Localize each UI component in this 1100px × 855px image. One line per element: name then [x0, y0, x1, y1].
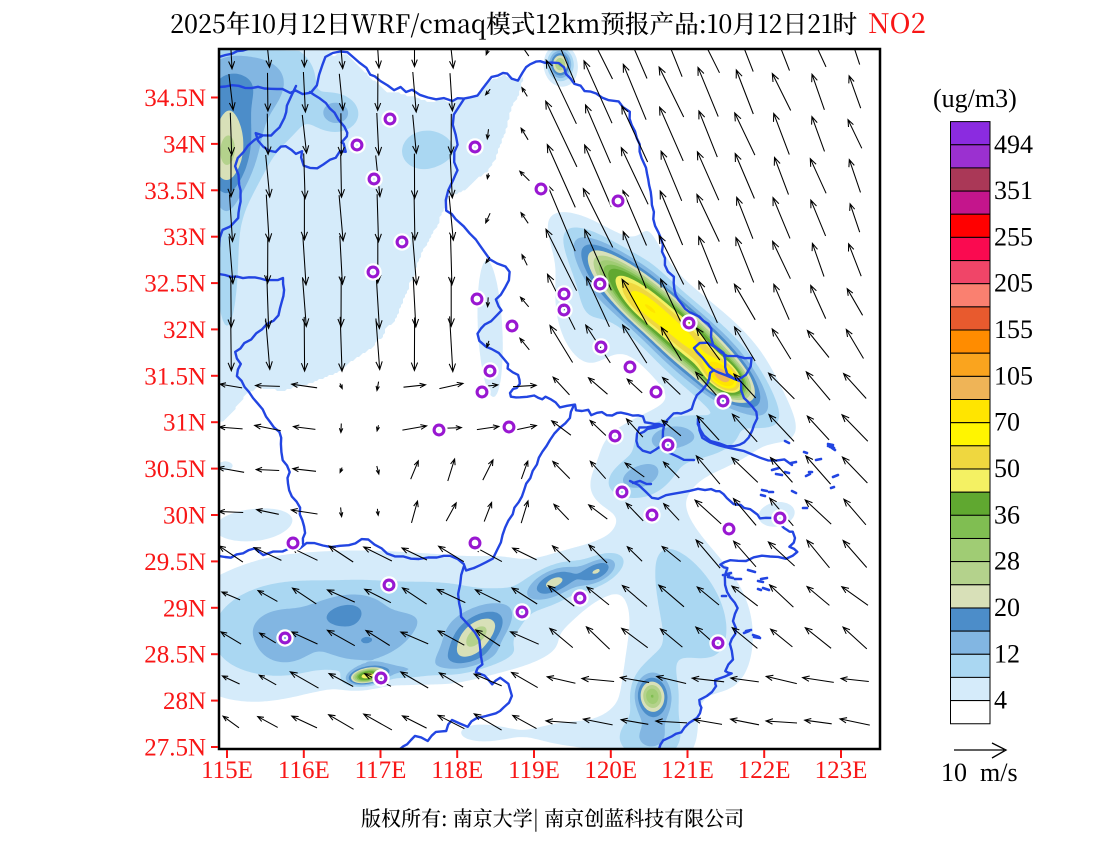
- svg-text:34N: 34N: [163, 131, 206, 158]
- svg-text:255: 255: [994, 222, 1033, 251]
- svg-text:30.5N: 30.5N: [144, 456, 206, 483]
- svg-text:70: 70: [994, 408, 1020, 437]
- svg-text:27.5N: 27.5N: [144, 735, 206, 762]
- svg-text:50: 50: [994, 454, 1020, 483]
- svg-text:31N: 31N: [163, 410, 206, 437]
- svg-text:105: 105: [994, 361, 1033, 390]
- svg-text:119E: 119E: [508, 757, 560, 784]
- svg-text:121E: 121E: [661, 757, 714, 784]
- svg-text:118E: 118E: [431, 757, 483, 784]
- svg-text:205: 205: [994, 269, 1033, 298]
- svg-text:28: 28: [994, 547, 1020, 576]
- svg-text:33N: 33N: [163, 224, 206, 251]
- svg-text:116E: 116E: [278, 757, 330, 784]
- svg-text:28.5N: 28.5N: [144, 642, 206, 669]
- svg-text:32.5N: 32.5N: [144, 271, 206, 298]
- svg-text:115E: 115E: [201, 757, 253, 784]
- svg-text:494: 494: [994, 130, 1033, 159]
- svg-text:(ug/m3): (ug/m3): [933, 84, 1017, 113]
- svg-text:4: 4: [994, 686, 1007, 715]
- svg-text:32N: 32N: [163, 317, 206, 344]
- svg-text:31.5N: 31.5N: [144, 363, 206, 390]
- svg-text:120E: 120E: [584, 757, 637, 784]
- svg-text:123E: 123E: [815, 757, 868, 784]
- svg-text:10 m/s: 10 m/s: [941, 758, 1018, 787]
- svg-text:28N: 28N: [163, 688, 206, 715]
- svg-text:33.5N: 33.5N: [144, 178, 206, 205]
- svg-text:36: 36: [994, 500, 1020, 529]
- svg-text:34.5N: 34.5N: [144, 85, 206, 112]
- svg-text:12: 12: [994, 639, 1020, 668]
- svg-text:20: 20: [994, 593, 1020, 622]
- svg-text:351: 351: [994, 176, 1033, 205]
- svg-text:117E: 117E: [355, 757, 407, 784]
- svg-text:29.5N: 29.5N: [144, 549, 206, 576]
- svg-text:29N: 29N: [163, 595, 206, 622]
- svg-text:155: 155: [994, 315, 1033, 344]
- svg-text:30N: 30N: [163, 503, 206, 530]
- svg-text:122E: 122E: [738, 757, 791, 784]
